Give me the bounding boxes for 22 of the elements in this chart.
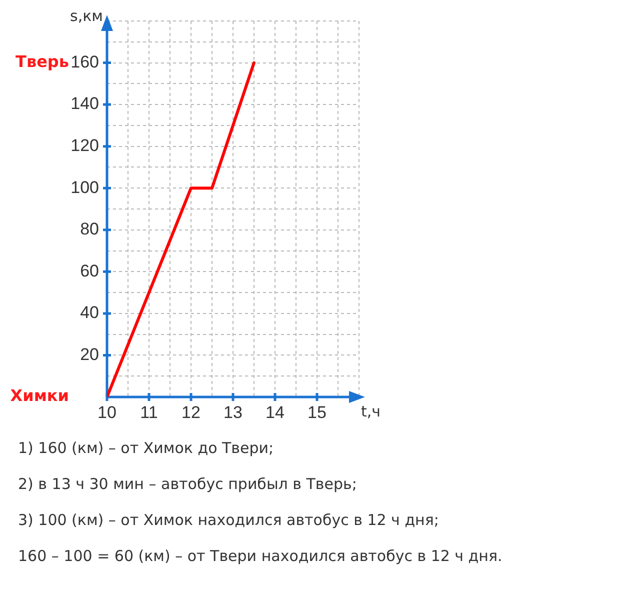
y-tick-label: 140	[70, 94, 99, 114]
y-tick-label: 40	[80, 303, 99, 322]
text: 3) 100 (км) – от Химок находился автобус в 12 ч дня;	[18, 510, 440, 531]
y-tick-label: 80	[80, 220, 99, 239]
x-tick-label: 15	[308, 402, 326, 422]
text: Тверь	[16, 52, 69, 71]
text: 1) 160 (км) – от Химок до Твери;	[18, 438, 275, 459]
x-tick-label: 12	[182, 402, 200, 422]
x-tick-label: 11	[140, 402, 158, 422]
x-tick-label: 10	[98, 402, 116, 422]
y-tick-label: 60	[80, 261, 99, 280]
text: Химки	[10, 386, 69, 406]
y-tick-label: 120	[70, 136, 99, 156]
x-tick-label: 14	[266, 402, 284, 422]
y-tick-label: 100	[70, 178, 99, 197]
y-tick-label: 20	[80, 344, 99, 364]
text: 160 – 100 = 60 (км) – от Твери находился автобус в 12 ч дня.	[18, 546, 504, 567]
y-axis-title: s,км	[70, 6, 103, 25]
text: 2) в 13 ч 30 мин – автобус прибыл в Тверь;	[18, 474, 358, 495]
x-tick-label: 13	[224, 402, 242, 422]
y-tick-label: 160	[70, 52, 99, 72]
x-axis-title: t,ч	[361, 402, 381, 420]
